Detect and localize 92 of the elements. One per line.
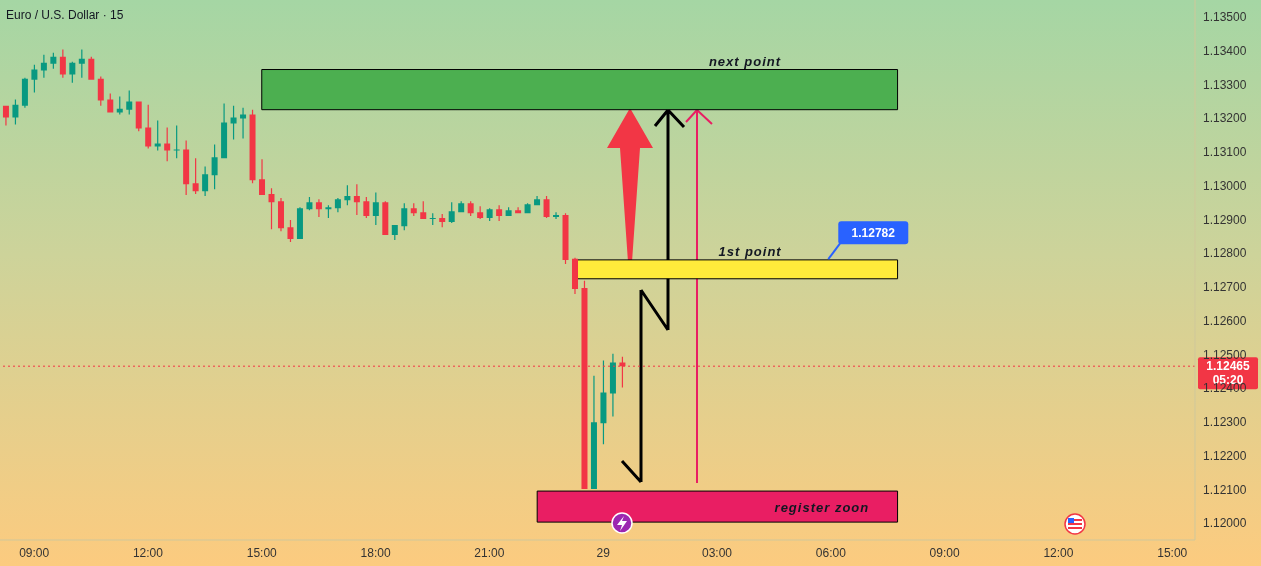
candlestick bbox=[543, 196, 550, 219]
candlestick bbox=[202, 166, 209, 197]
candlestick bbox=[183, 140, 190, 196]
y-tick-label: 1.13400 bbox=[1203, 43, 1247, 58]
candlestick bbox=[609, 353, 616, 417]
candlestick bbox=[515, 207, 522, 214]
candlestick bbox=[363, 197, 370, 219]
candlestick bbox=[31, 64, 38, 93]
y-tick-label: 1.13000 bbox=[1203, 178, 1247, 193]
x-tick-label: 21:00 bbox=[474, 545, 505, 560]
candlestick bbox=[2, 105, 9, 126]
candlestick bbox=[391, 225, 398, 240]
candlestick bbox=[107, 93, 114, 113]
candlestick bbox=[334, 198, 341, 213]
y-tick-label: 1.12900 bbox=[1203, 212, 1247, 227]
candlestick bbox=[249, 109, 256, 184]
candlestick bbox=[448, 202, 455, 224]
candlestick bbox=[467, 201, 474, 216]
candlestick bbox=[315, 199, 322, 218]
candlestick bbox=[572, 257, 578, 294]
candlestick bbox=[372, 192, 379, 226]
candlestick bbox=[420, 201, 427, 220]
y-tick-label: 1.12700 bbox=[1203, 280, 1247, 295]
candlestick bbox=[78, 49, 85, 78]
y-tick-label: 1.13300 bbox=[1203, 77, 1247, 92]
candlestick bbox=[40, 54, 47, 78]
candlestick bbox=[277, 198, 284, 232]
y-tick-label: 1.12000 bbox=[1203, 516, 1247, 531]
candlestick bbox=[211, 144, 218, 190]
x-tick-label: 09:00 bbox=[19, 545, 50, 560]
y-tick-label: 1.12800 bbox=[1203, 246, 1247, 261]
y-tick-label: 1.12100 bbox=[1203, 482, 1247, 497]
text: Euro / U.S. Dollar · 15 bbox=[6, 8, 124, 22]
y-tick-label: 1.12600 bbox=[1203, 313, 1247, 328]
x-tick-label: 06:00 bbox=[815, 545, 847, 560]
candlestick bbox=[439, 213, 446, 228]
x-tick-label: 15:00 bbox=[246, 545, 278, 560]
candlestick bbox=[145, 104, 152, 149]
y-tick-label: 1.13100 bbox=[1203, 145, 1247, 160]
candlestick bbox=[505, 207, 512, 216]
candlestick bbox=[553, 212, 560, 220]
candlestick bbox=[259, 159, 266, 196]
candlestick bbox=[353, 184, 360, 215]
candlestick bbox=[325, 205, 332, 219]
x-tick-label: 12:00 bbox=[1043, 545, 1074, 560]
candlestick bbox=[600, 360, 607, 445]
y-tick-label: 1.13200 bbox=[1203, 111, 1247, 126]
candlestick bbox=[164, 127, 171, 162]
candlestick bbox=[296, 207, 303, 239]
candlestick bbox=[496, 205, 503, 222]
candlestick bbox=[477, 206, 484, 220]
y-tick-label: 1.12300 bbox=[1203, 415, 1247, 430]
candlestick bbox=[50, 52, 57, 69]
y-tick-label: 1.13500 bbox=[1203, 10, 1247, 25]
candlestick bbox=[534, 196, 541, 206]
candlestick bbox=[154, 120, 161, 151]
band-label: next point bbox=[708, 53, 782, 69]
candlestick bbox=[192, 158, 199, 195]
candlestick bbox=[344, 185, 351, 206]
candlestick bbox=[230, 105, 237, 140]
band-label: register zoon bbox=[774, 499, 870, 515]
annotation: 1.12782 bbox=[851, 226, 896, 241]
candlestick bbox=[287, 220, 294, 242]
ref-line-label: 1.12465 bbox=[1206, 359, 1251, 374]
candlestick bbox=[221, 103, 228, 159]
candlestick bbox=[562, 213, 569, 264]
candlestick bbox=[21, 77, 28, 108]
x-tick-label: 15:00 bbox=[1157, 545, 1188, 560]
x-tick-label: 12:00 bbox=[132, 545, 164, 560]
candlestick bbox=[410, 203, 417, 216]
x-tick-label: 03:00 bbox=[701, 545, 733, 560]
candlestick bbox=[69, 61, 76, 83]
candlestick bbox=[306, 197, 313, 211]
x-tick-label: 09:00 bbox=[929, 545, 960, 560]
candlestick bbox=[590, 375, 597, 490]
y-tick-label: 1.12200 bbox=[1203, 448, 1247, 463]
candlestick bbox=[401, 203, 408, 231]
candlestick bbox=[12, 99, 19, 125]
candlestick bbox=[88, 56, 95, 80]
x-tick-label: 18:00 bbox=[360, 545, 391, 560]
candlestick bbox=[268, 188, 275, 230]
candlestick bbox=[524, 203, 531, 214]
candlestick bbox=[486, 208, 493, 222]
band-label: 1st point bbox=[718, 243, 782, 259]
candlestick bbox=[458, 201, 465, 213]
candlestick bbox=[382, 201, 389, 235]
candlestick bbox=[240, 107, 247, 139]
x-tick-label: 29 bbox=[596, 545, 611, 560]
candlestick bbox=[135, 101, 142, 132]
candlestick bbox=[97, 76, 104, 106]
candlestick bbox=[126, 90, 133, 115]
candlestick bbox=[59, 49, 66, 78]
